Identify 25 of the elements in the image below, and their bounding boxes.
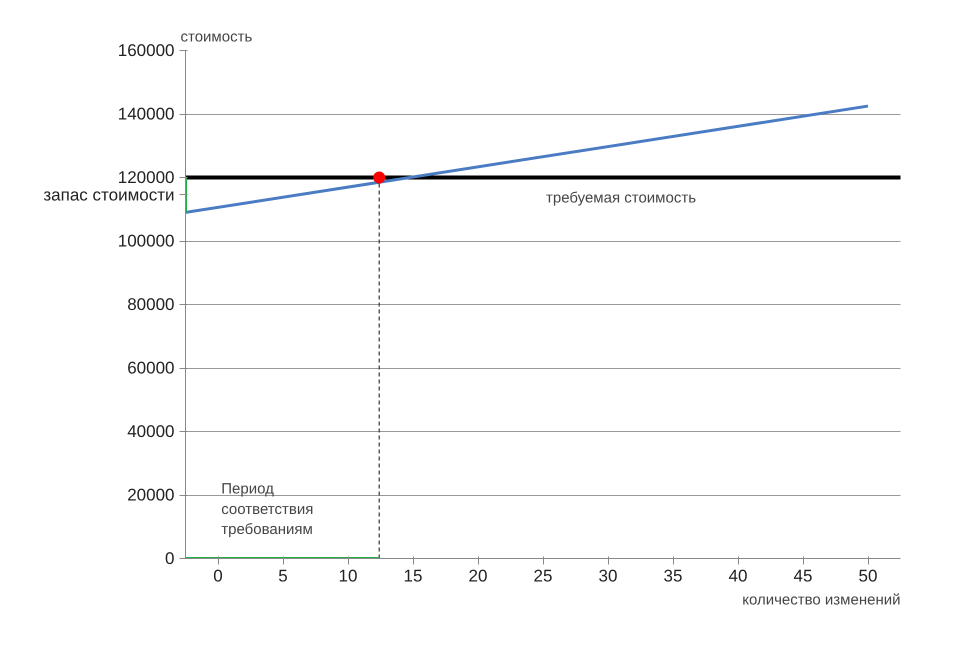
y-tick-label: 140000 bbox=[118, 104, 175, 124]
x-tick-label: 25 bbox=[534, 566, 552, 586]
x-tick-label: 5 bbox=[278, 566, 288, 586]
x-tick-label: 30 bbox=[598, 566, 618, 586]
x-tick-label: 45 bbox=[794, 566, 812, 586]
y-tick-label: 160000 bbox=[118, 41, 175, 60]
y-tick-label: 0 bbox=[165, 549, 175, 568]
x-tick-label: 20 bbox=[468, 566, 488, 586]
y-tick-label: 60000 bbox=[127, 358, 175, 378]
y-tick-label: 120000 bbox=[118, 168, 175, 187]
y-tick-label: 80000 bbox=[127, 295, 175, 314]
annotation: запас стоимости bbox=[43, 185, 175, 204]
y-tick-label: 100000 bbox=[118, 232, 175, 250]
y-tick-label: 40000 bbox=[127, 422, 175, 441]
x-tick-label: 0 bbox=[213, 566, 223, 586]
x-tick-label: 40 bbox=[728, 566, 748, 586]
x-tick-label: 15 bbox=[404, 566, 422, 586]
x-tick-label: 35 bbox=[664, 566, 682, 586]
y-axis-title: стоимость bbox=[180, 28, 252, 46]
ref-line-label: требуемая стоимость bbox=[546, 190, 696, 206]
x-tick-label: 10 bbox=[338, 566, 358, 586]
x-axis-title: количество изменений bbox=[742, 592, 901, 608]
y-tick-label: 20000 bbox=[127, 486, 175, 504]
x-tick-label: 50 bbox=[858, 566, 878, 586]
annotation: Период соответствия требованиям bbox=[221, 480, 314, 538]
